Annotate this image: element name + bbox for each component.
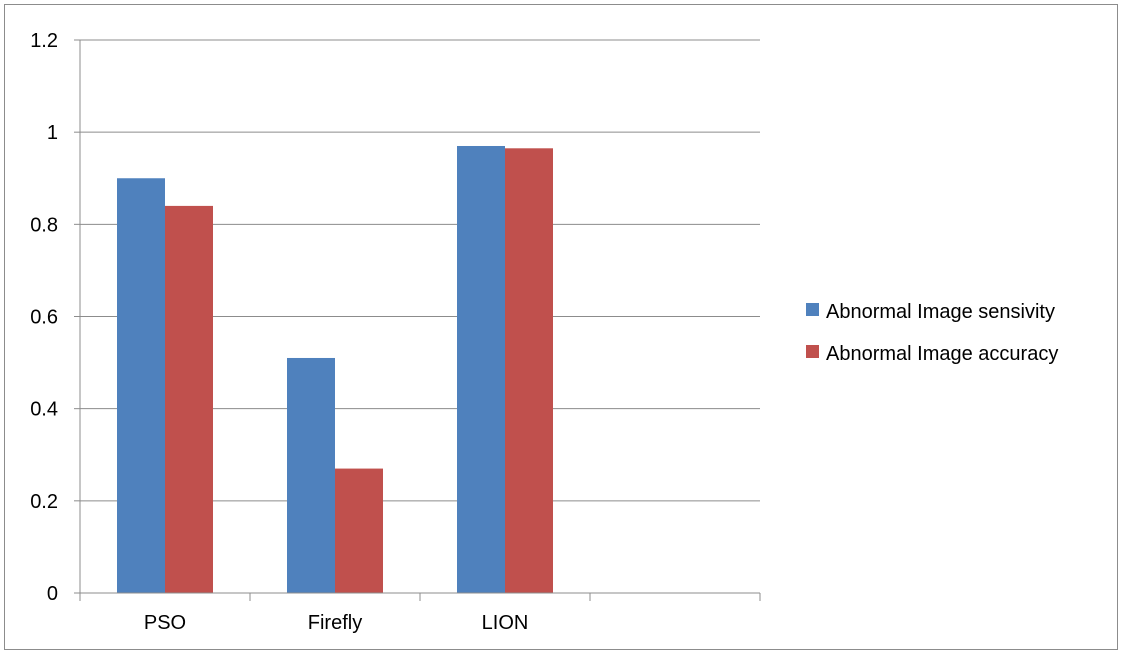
legend-label: Abnormal Image sensivity (826, 301, 1055, 323)
y-tick-labels: 0 0.2 0.4 0.6 0.8 1 1.2 (30, 30, 58, 605)
y-tick-label: 1.2 (30, 30, 58, 52)
axes (74, 39, 761, 601)
bar (505, 148, 553, 593)
legend-swatch (806, 303, 819, 316)
y-tick-label: 0.8 (30, 214, 58, 236)
bar (287, 357, 335, 593)
x-tick-label: LION (482, 612, 529, 634)
bar (457, 145, 505, 593)
bars (117, 145, 553, 593)
y-tick-label: 0.4 (30, 399, 58, 421)
bar (335, 468, 383, 593)
legend-swatch (806, 345, 819, 358)
x-tick-label: PSO (144, 612, 186, 634)
bar (117, 178, 165, 593)
y-tick-label: 0.6 (30, 307, 58, 329)
legend-label: Abnormal Image accuracy (826, 343, 1058, 365)
y-tick-label: 0 (47, 583, 58, 605)
y-tick-label: 0.2 (30, 491, 58, 513)
y-tick-label: 1 (47, 122, 58, 144)
x-tick-labels: PSO Firefly LION (144, 612, 528, 634)
bar (165, 205, 213, 593)
legend: Abnormal Image sensivity Abnormal Image a… (806, 301, 1058, 365)
x-tick-label: Firefly (308, 612, 362, 634)
